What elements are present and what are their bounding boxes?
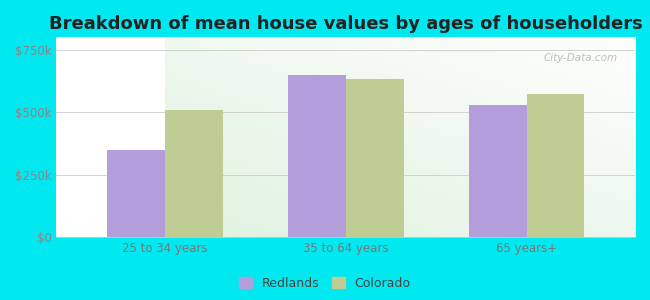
Title: Breakdown of mean house values by ages of householders: Breakdown of mean house values by ages o…	[49, 15, 643, 33]
Bar	[469, 105, 526, 237]
Bar	[165, 110, 223, 237]
Legend: Redlands, Colorado: Redlands, Colorado	[236, 273, 414, 294]
Bar	[526, 94, 584, 237]
Text: City-Data.com: City-Data.com	[543, 53, 618, 63]
Bar	[346, 79, 404, 237]
Bar	[107, 150, 165, 237]
Bar	[288, 75, 346, 237]
